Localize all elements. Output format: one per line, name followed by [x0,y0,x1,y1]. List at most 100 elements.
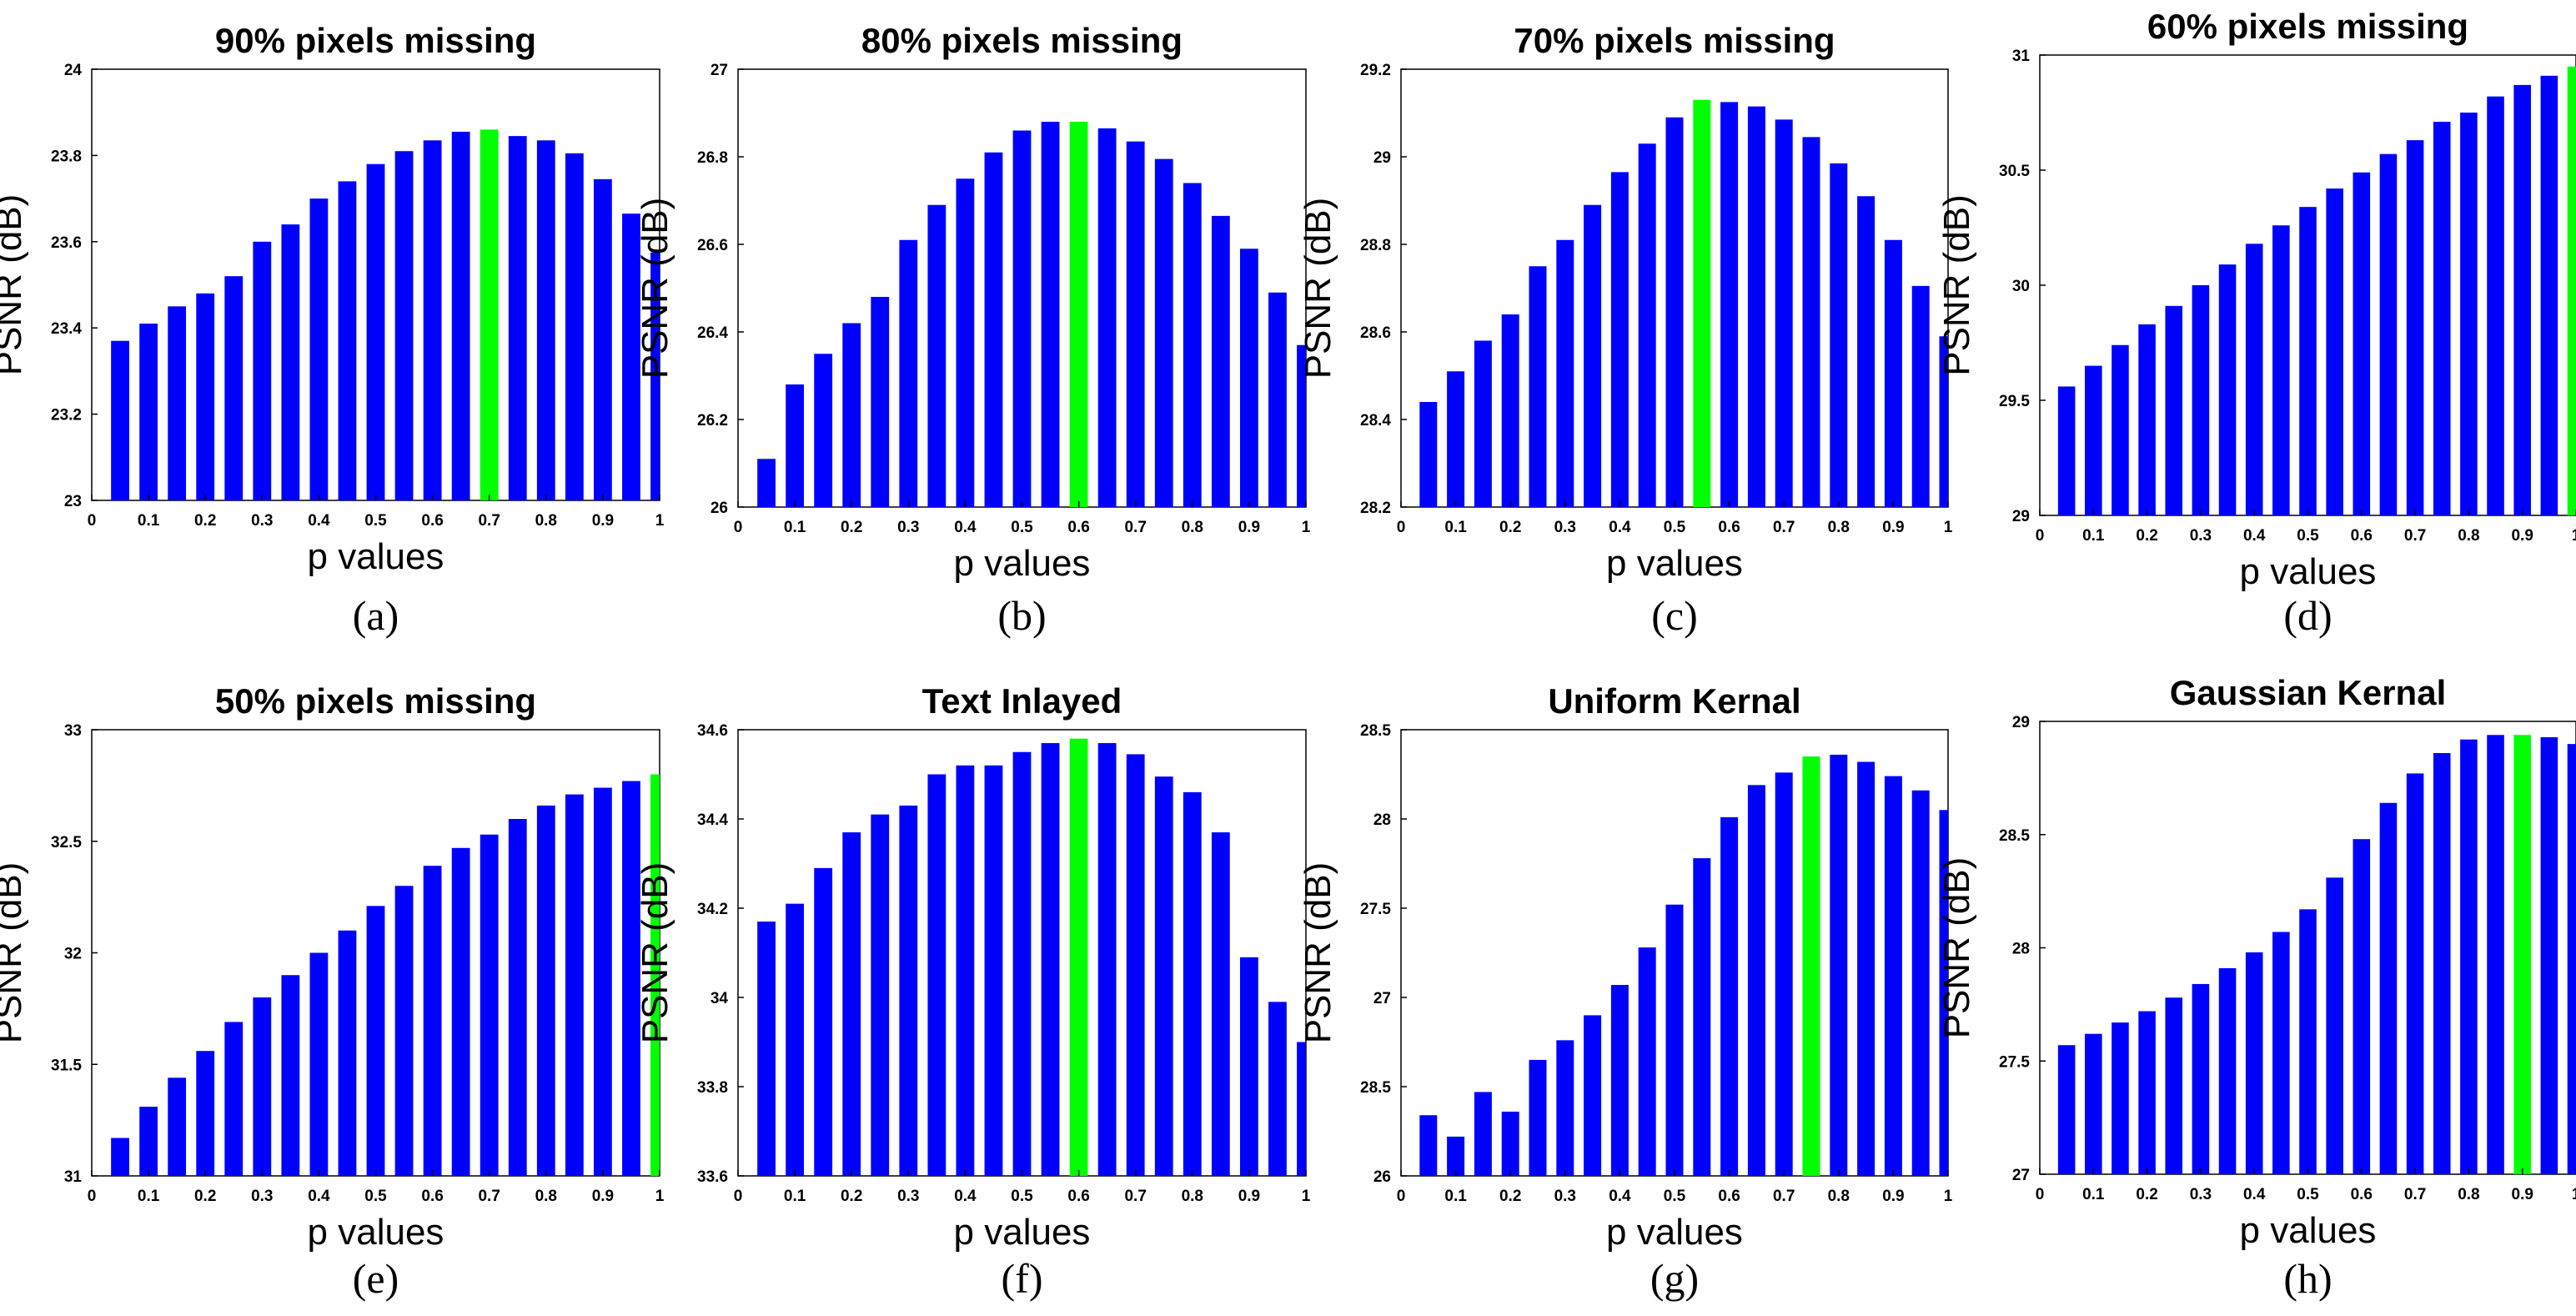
bar-p-0.85 [1857,196,1876,507]
bar-p-0.70 [1126,141,1145,507]
x-axis-label: p values [308,536,444,577]
x-tick-label: 0.4 [308,1188,330,1205]
bar-p-0.85 [565,153,584,500]
x-tick-label: 0.1 [1444,519,1467,536]
bar-p-0.65 [1097,128,1117,507]
bar-p-0.10 [2085,365,2102,515]
bar-p-0.80 [1183,183,1202,507]
bar-p-0.30 [899,805,918,1176]
chart-panel-4: 29 29.5 30 30.5 31 0 0.1 0.2 0.3 0.4 0.5 0.6 0.7 0.8 0… [1936,7,2576,639]
chart-panel-6: 33.6 33.8 34 34.2 34.4 34.6 0 0.1 0.2 0.3 0.4 0.5 0.… [635,681,1311,1302]
y-tick-label: 28.2 [1360,500,1391,517]
x-axis-label: p values [308,1212,444,1253]
y-tick-label: 28.8 [1360,237,1391,254]
bar-p-0.55 [2326,188,2343,515]
bar-p-0.40 [956,765,975,1176]
bar-p-0.10 [786,384,804,507]
x-tick-label: 0.2 [841,519,862,536]
x-tick-label: 0.1 [2082,527,2105,545]
chart-title: Uniform Kernal [1548,681,1800,721]
x-tick-label: 0.9 [1238,519,1260,536]
x-tick-label: 0.1 [2082,1186,2105,1203]
bar-p-0.90 [2513,84,2531,515]
bar-p-0.65 [1747,106,1765,507]
panel-caption: (g) [1650,1255,1699,1302]
x-tick-label: 0.7 [478,512,500,530]
panel-caption: (d) [2283,592,2332,639]
bar-p-0.50 [1665,117,1684,507]
bar-p-0.25 [224,1022,244,1176]
x-tick-label: 0.9 [592,1188,614,1205]
bar-p-0.75 [1154,158,1173,507]
y-tick-label: 27 [711,62,728,79]
bar-p-0.05 [757,459,776,507]
bar-p-0.80 [2460,113,2478,515]
bar-p-0.95 [2540,75,2558,516]
y-tick-label: 29 [2012,714,2030,731]
y-tick-label: 28.5 [1999,827,2030,845]
bar-p-0.20 [2138,1011,2156,1174]
bar-p-1.00 [1939,336,1948,507]
bar-p-0.85 [565,794,584,1176]
x-tick-label: 1 [655,512,665,530]
x-tick-label: 0.7 [1124,519,1146,536]
x-tick-label: 0.9 [2511,527,2533,545]
y-tick-label: 27 [1373,990,1391,1007]
y-tick-label: 26 [711,500,728,517]
x-tick-label: 1 [1944,519,1953,536]
bar-p-0.40 [309,198,329,500]
bar-p-0.20 [1501,1111,1519,1176]
bar-p-0.80 [1830,754,1848,1176]
chart-title: 70% pixels missing [1514,21,1835,60]
bar-p-0.60 [1069,738,1088,1176]
x-tick-label: 0.6 [1067,519,1089,536]
y-tick-label: 33.8 [697,1079,728,1097]
y-tick-label: 34 [711,990,729,1007]
bar-p-0.40 [1610,985,1629,1176]
y-tick-label: 29 [2012,508,2030,525]
panel-caption: (b) [997,592,1046,639]
x-tick-label: 0.3 [897,519,919,536]
panel-caption: (h) [2283,1255,2332,1302]
bar-p-0.20 [842,323,861,507]
x-tick-label: 0.8 [1182,1188,1203,1205]
y-axis-label: PSNR (dB) [0,862,29,1044]
x-tick-label: 0.3 [1554,519,1576,536]
bar-p-0.05 [2057,1045,2076,1174]
y-tick-label: 23.2 [51,407,82,424]
x-tick-label: 0 [88,512,97,530]
x-tick-label: 1 [1302,519,1311,536]
bar-p-0.80 [2460,739,2478,1174]
x-tick-label: 0.6 [1718,519,1740,536]
x-tick-label: 0.4 [2243,527,2266,545]
y-tick-label: 33 [64,722,82,740]
x-tick-label: 0.4 [954,1188,977,1205]
x-tick-label: 0.3 [251,1188,273,1205]
x-axis-label: p values [1606,1212,1743,1253]
x-tick-label: 0.8 [1182,519,1203,536]
x-axis-label: p values [954,543,1091,584]
chart-title: 80% pixels missing [861,21,1183,60]
bar-p-0.55 [1693,858,1711,1176]
x-tick-label: 0.3 [2190,1186,2212,1203]
x-tick-label: 1 [2572,527,2576,545]
x-tick-label: 0.8 [2458,1186,2479,1203]
bar-p-0.70 [480,834,499,1176]
y-tick-label: 26.4 [697,324,728,342]
bar-p-0.50 [2299,207,2317,515]
x-tick-label: 0 [1397,519,1406,536]
bar-p-0.65 [2379,153,2398,515]
bar-p-0.35 [1584,1015,1602,1176]
bar-p-0.65 [451,131,470,500]
x-tick-label: 0.7 [2404,1186,2426,1203]
y-tick-label: 23.8 [51,148,82,165]
bar-p-0.30 [1556,239,1574,507]
bar-p-0.95 [1268,1002,1287,1176]
panel-caption: (c) [1651,592,1698,639]
x-tick-label: 0.4 [1609,1188,1631,1205]
x-tick-label: 0.7 [478,1188,500,1205]
bar-p-0.35 [2218,264,2237,515]
bar-p-0.75 [508,819,527,1176]
bar-p-0.80 [536,140,555,500]
y-tick-label: 34.6 [697,722,728,740]
